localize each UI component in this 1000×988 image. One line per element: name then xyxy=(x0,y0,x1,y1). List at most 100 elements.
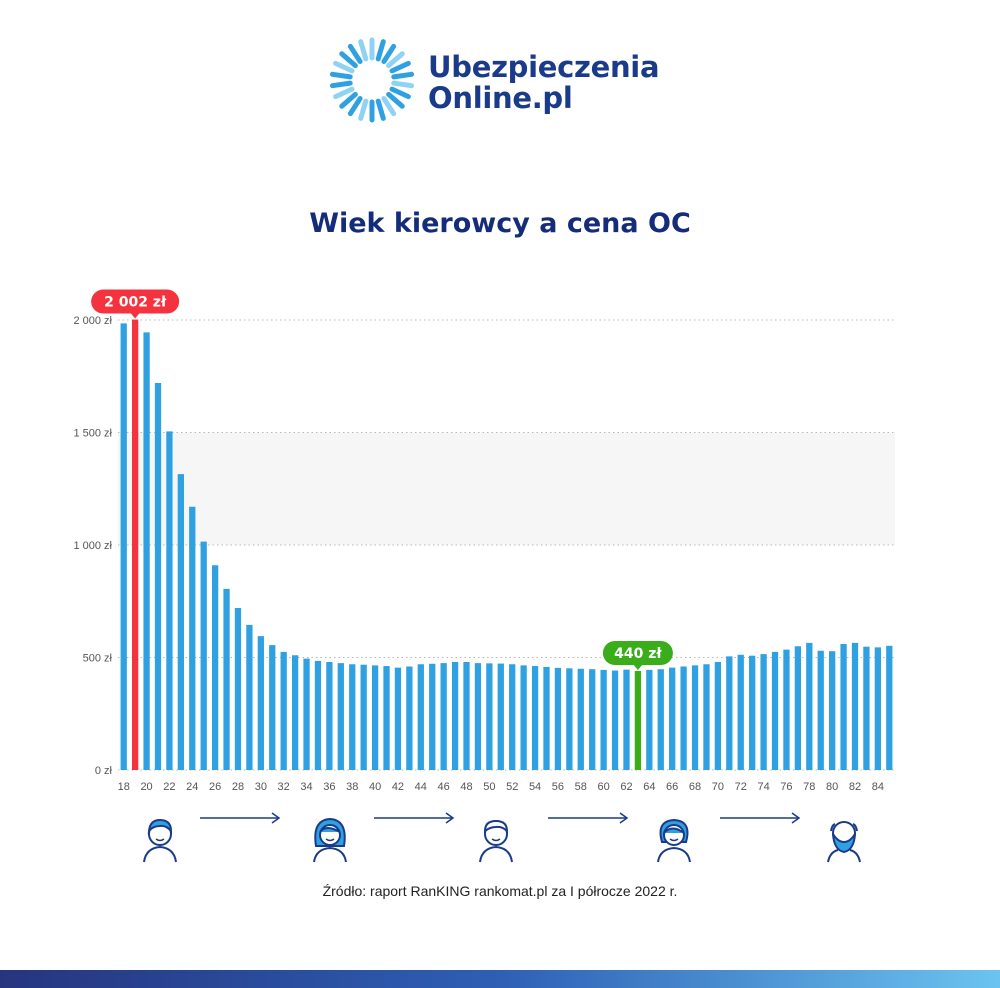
x-tick-label: 74 xyxy=(757,781,769,793)
x-tick-label: 66 xyxy=(666,781,678,793)
x-tick-label: 32 xyxy=(278,781,290,793)
bar xyxy=(349,664,356,770)
value-callout: 440 zł xyxy=(602,641,673,670)
bar xyxy=(611,670,619,770)
bar xyxy=(634,671,642,770)
bar xyxy=(509,664,516,770)
bar xyxy=(703,664,710,770)
bar xyxy=(451,662,459,770)
bar xyxy=(486,663,493,770)
logo-ray xyxy=(333,60,355,74)
bar xyxy=(314,660,322,770)
bar xyxy=(760,654,767,770)
y-tick-label: 1 000 zł xyxy=(73,540,112,552)
grid-band xyxy=(118,432,895,545)
x-tick-label: 54 xyxy=(529,781,541,793)
logo-ray xyxy=(339,51,358,69)
bar xyxy=(371,665,379,770)
logo-ray xyxy=(381,96,397,117)
bar xyxy=(714,662,722,770)
x-tick-label: 58 xyxy=(575,781,587,793)
y-tick-label: 2 000 zł xyxy=(73,315,112,327)
bar xyxy=(326,662,333,770)
senior-bearded-man-icon xyxy=(827,821,861,863)
x-tick-label: 42 xyxy=(392,781,404,793)
brand-name: Ubezpieczenia Online.pl xyxy=(428,50,660,115)
bar xyxy=(246,624,253,770)
x-tick-label: 20 xyxy=(140,781,152,793)
logo-ray xyxy=(389,86,411,100)
brand-name-line2: Online.pl xyxy=(428,81,573,115)
callout-bubble xyxy=(602,641,673,665)
x-tick-label: 84 xyxy=(872,781,884,793)
bar xyxy=(497,663,504,770)
x-tick-label: 30 xyxy=(255,781,267,793)
bar xyxy=(383,666,390,770)
bar xyxy=(749,655,756,770)
bar xyxy=(874,647,882,770)
x-tick-label: 76 xyxy=(780,781,792,793)
callout-pointer xyxy=(632,664,643,670)
logo-ray xyxy=(333,86,355,100)
logo-ray xyxy=(381,43,397,64)
bar xyxy=(771,651,779,770)
bar xyxy=(120,323,127,770)
bar xyxy=(600,669,607,770)
bar xyxy=(337,663,344,770)
logo-ray xyxy=(386,91,405,109)
bar xyxy=(143,332,150,770)
bar xyxy=(394,667,402,770)
bar xyxy=(794,646,802,770)
x-tick-label: 64 xyxy=(643,781,655,793)
callout-label: 440 zł xyxy=(614,646,662,662)
bar xyxy=(886,645,893,770)
x-tick-label: 44 xyxy=(415,781,427,793)
x-tick-label: 60 xyxy=(598,781,610,793)
brand-name-line1: Ubezpieczenia xyxy=(428,50,660,84)
bar xyxy=(429,663,436,770)
bar xyxy=(680,666,687,770)
logo-ray xyxy=(391,71,415,80)
logo-ray xyxy=(391,80,415,89)
bar xyxy=(360,664,367,770)
bar xyxy=(280,651,287,770)
x-tick-label: 72 xyxy=(735,781,747,793)
logo-ray xyxy=(358,39,369,62)
x-tick-label: 48 xyxy=(460,781,472,793)
bar xyxy=(211,565,219,770)
callout-pointer xyxy=(130,312,141,319)
x-tick-label: 18 xyxy=(118,781,130,793)
arrow-icon xyxy=(548,812,629,824)
bar xyxy=(417,664,424,770)
bar xyxy=(303,658,310,770)
x-tick-label: 70 xyxy=(712,781,724,793)
x-tick-label: 68 xyxy=(689,781,701,793)
x-tick-label: 24 xyxy=(186,781,198,793)
bar xyxy=(806,642,813,770)
y-tick-label: 1 500 zł xyxy=(73,428,112,440)
logo-ray xyxy=(329,71,353,80)
arrow-icon xyxy=(720,812,801,824)
logo-ray xyxy=(347,96,363,117)
bar xyxy=(189,506,196,770)
y-tick-label: 500 zł xyxy=(83,653,113,665)
logo-ray xyxy=(375,39,386,62)
logo-ray xyxy=(329,80,353,89)
y-tick-label: 0 zł xyxy=(95,765,113,777)
bar xyxy=(577,668,584,770)
arrow-icon xyxy=(374,812,455,824)
bar xyxy=(166,431,173,770)
x-tick-label: 26 xyxy=(209,781,221,793)
arrow-icon xyxy=(200,812,281,824)
x-tick-label: 46 xyxy=(438,781,450,793)
bar xyxy=(657,669,664,770)
bar xyxy=(726,656,733,770)
callout-label: 2 002 zł xyxy=(104,295,167,311)
man-icon xyxy=(479,819,513,863)
bar xyxy=(669,667,676,770)
bar xyxy=(234,608,242,770)
bar xyxy=(646,669,653,770)
bar xyxy=(829,651,836,770)
x-tick-label: 78 xyxy=(803,781,815,793)
young-woman-icon xyxy=(313,817,347,863)
